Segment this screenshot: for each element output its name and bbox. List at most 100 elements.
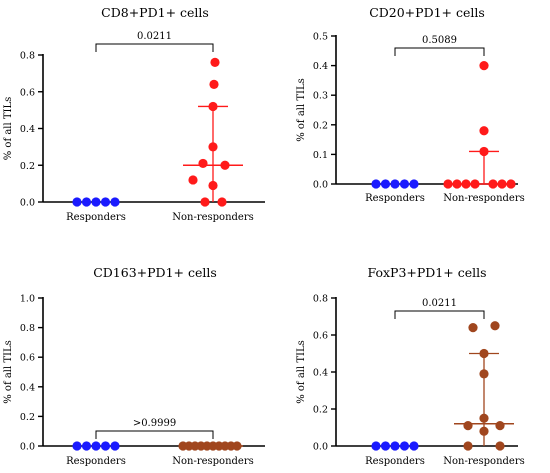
category-label-non-responders: Non-responders	[443, 456, 525, 467]
y-tick-label: 0.6	[20, 353, 35, 364]
data-point-non-responder	[479, 426, 489, 436]
data-point-responder	[72, 197, 82, 207]
data-point-responder	[72, 441, 82, 451]
panel-4: FoxP3+PD1+ cells 0.0 0.2 0.4 0.6 0.8 % of all …	[296, 265, 525, 467]
significance-bracket	[394, 310, 485, 319]
data-point-responder	[110, 197, 120, 207]
significance-bracket	[95, 43, 214, 52]
panel-title: CD20+PD1+ cells	[369, 5, 485, 20]
panel-3: CD163+PD1+ cells 0.0 0.2 0.4 0.6 0.8 1.0 % of a…	[3, 265, 265, 467]
y-tick-label: 0.6	[313, 331, 328, 342]
y-tick-label: 0.2	[20, 412, 35, 423]
category-label-non-responders: Non-responders	[172, 212, 254, 223]
data-point-responder	[371, 441, 381, 451]
data-point-non-responder	[495, 421, 505, 431]
data-point-responder	[81, 441, 92, 451]
y-tick-label: 0.0	[313, 180, 328, 191]
data-point-non-responder	[232, 441, 242, 451]
data-point-non-responder	[488, 179, 498, 189]
y-tick-label: 0.4	[20, 124, 35, 135]
p-value-label: 0.5089	[422, 35, 457, 46]
y-tick-label: 0.6	[20, 87, 35, 98]
panel-title: FoxP3+PD1+ cells	[367, 265, 486, 280]
data-point-non-responder	[208, 142, 218, 152]
data-point-non-responder	[208, 101, 218, 112]
y-tick-label: 0.8	[20, 323, 35, 334]
significance-bracket	[95, 430, 214, 439]
data-point-non-responder	[210, 57, 220, 67]
data-point-non-responder	[468, 323, 478, 333]
panel-1: CD8+PD1+ cells 0.0 0.2 0.4 0.6 0.8 % of all TI…	[3, 5, 265, 223]
significance-bracket	[394, 47, 485, 56]
p-value-label: >0.9999	[133, 418, 176, 429]
data-point-non-responder	[443, 179, 453, 189]
data-point-non-responder	[198, 158, 208, 169]
data-point-responder	[399, 441, 410, 451]
data-point-non-responder	[461, 179, 471, 189]
y-tick-label: 0.0	[20, 198, 35, 209]
y-tick-label: 0.3	[313, 91, 328, 102]
y-tick-label: 0.4	[20, 382, 35, 393]
data-point-non-responder	[470, 179, 480, 189]
y-axis-label: % of all TILs	[3, 97, 14, 161]
data-point-non-responder	[217, 197, 227, 207]
data-point-non-responder	[220, 160, 230, 170]
data-point-non-responder	[452, 179, 462, 189]
y-tick-label: 0.8	[20, 51, 35, 62]
data-point-non-responder	[479, 61, 489, 71]
data-point-non-responder	[463, 441, 473, 451]
y-tick-label: 0.0	[313, 442, 328, 453]
panel-title: CD8+PD1+ cells	[101, 5, 209, 20]
data-point-responder	[371, 179, 381, 189]
p-value-label: 0.0211	[137, 31, 172, 42]
y-axis-label: % of all TILs	[296, 340, 307, 404]
data-point-non-responder	[506, 179, 516, 189]
data-point-responder	[91, 441, 101, 451]
data-point-non-responder	[208, 180, 218, 191]
data-point-responder	[409, 441, 419, 451]
data-point-non-responder	[188, 175, 198, 185]
panel-2: CD20+PD1+ cells 0.0 0.1 0.2 0.3 0.4 0.5 % of al…	[296, 5, 525, 204]
panel-title: CD163+PD1+ cells	[93, 265, 217, 280]
category-label-responders: Responders	[66, 212, 126, 223]
data-point-non-responder	[479, 348, 489, 359]
data-point-non-responder	[463, 421, 473, 431]
y-tick-label: 0.1	[313, 150, 328, 161]
y-tick-label: 0.0	[20, 442, 35, 453]
y-tick-label: 0.4	[313, 368, 328, 379]
y-tick-label: 0.2	[20, 161, 35, 172]
data-point-non-responder	[479, 126, 489, 136]
data-point-non-responder	[479, 369, 489, 379]
data-point-non-responder	[209, 79, 219, 89]
category-label-responders: Responders	[365, 456, 425, 467]
y-tick-label: 0.4	[313, 61, 328, 72]
y-tick-label: 0.5	[313, 32, 328, 43]
data-point-responder	[390, 441, 400, 451]
y-tick-label: 0.2	[313, 405, 328, 416]
y-axis-label: % of all TILs	[3, 340, 14, 404]
category-label-non-responders: Non-responders	[172, 456, 254, 467]
p-value-label: 0.0211	[422, 298, 457, 309]
data-point-non-responder	[479, 146, 489, 157]
data-point-non-responder	[495, 441, 505, 451]
data-point-responder	[390, 179, 400, 189]
data-point-responder	[380, 179, 391, 189]
data-point-responder	[100, 197, 111, 207]
category-label-non-responders: Non-responders	[443, 193, 525, 204]
data-point-non-responder	[479, 413, 489, 423]
category-label-responders: Responders	[365, 193, 425, 204]
data-point-responder	[81, 197, 92, 207]
y-axis-label: % of all TILs	[296, 78, 307, 142]
y-tick-label: 0.2	[313, 120, 328, 131]
data-point-non-responder	[490, 321, 500, 331]
data-point-responder	[91, 197, 101, 207]
data-point-responder	[110, 441, 120, 451]
data-point-responder	[409, 179, 419, 189]
data-point-responder	[399, 179, 410, 189]
y-tick-label: 1.0	[20, 294, 35, 305]
category-label-responders: Responders	[66, 456, 126, 467]
data-point-non-responder	[497, 179, 507, 189]
y-tick-label: 0.8	[313, 294, 328, 305]
data-point-responder	[100, 441, 111, 451]
